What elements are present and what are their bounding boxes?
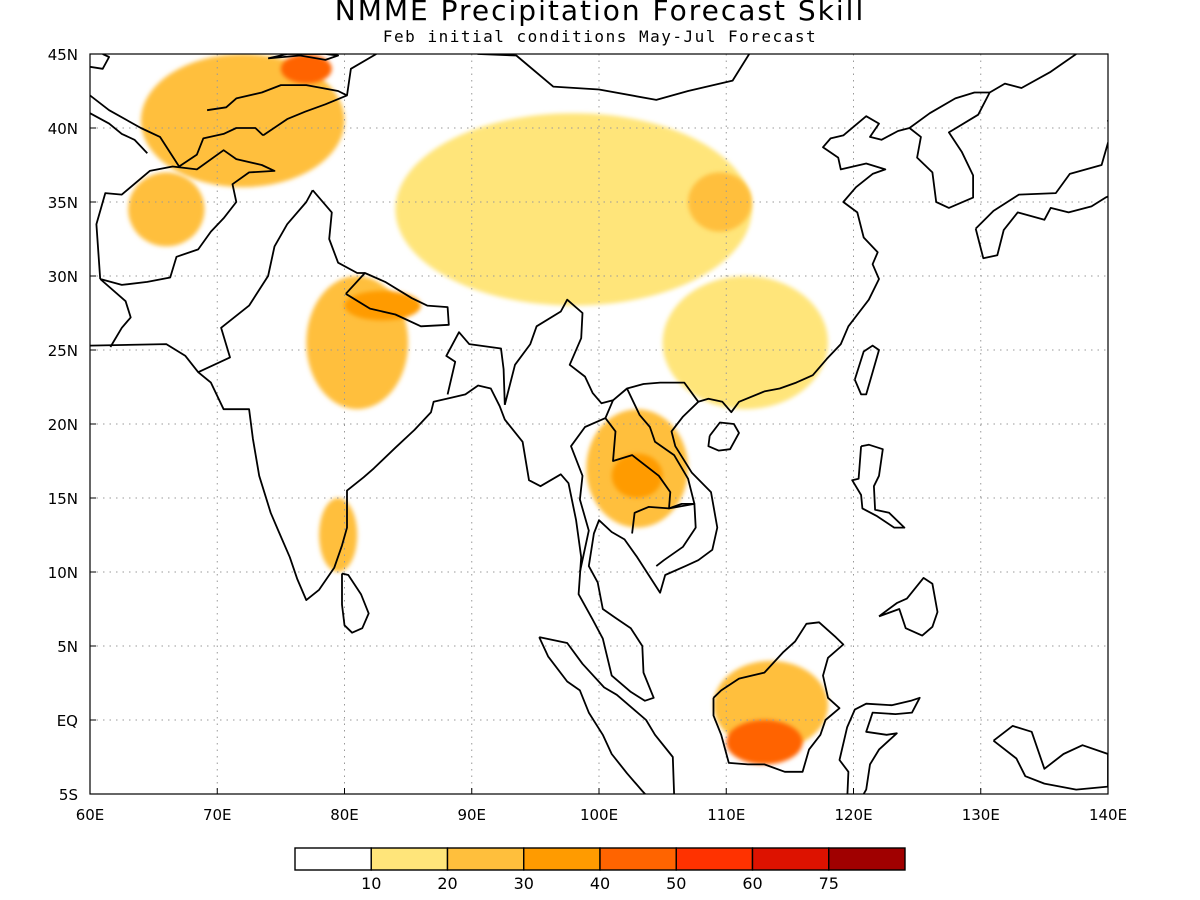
china-korea-border [908,91,990,129]
new-guinea-coastline [992,725,1108,791]
chart-title: NMME Precipitation Forecast Skill [334,0,866,27]
colorbar-label: 20 [437,874,457,893]
colorbar-swatch [751,847,830,871]
cambodia-border [631,503,697,567]
colorbar: 10 20 30 40 50 60 75 [294,847,906,893]
laos-vietnam-border [612,381,700,403]
borneo-coastline [712,621,845,773]
longitude-tick-label: 140E [1089,806,1127,824]
latitude-tick-label: EQ [57,712,78,730]
skill-region [128,172,205,247]
skill-region [140,54,345,188]
luzon-coastline [851,443,906,529]
colorbar-swatch [294,847,372,871]
skill-region [344,290,421,321]
longitude-tick-label: 90E [457,806,486,824]
colorbar-swatch [370,847,449,871]
longitude-tick-label: 120E [834,806,872,824]
latitude-tick-label: 10N [48,564,78,582]
skill-region [319,498,358,572]
chart-subtitle: Feb initial conditions May-Jul Forecast [382,27,818,46]
uzbek-border [90,94,180,167]
skill-shading-layer [128,54,829,765]
coastlines [90,54,1108,794]
india-coastline [90,54,1077,702]
longitude-tick-label: 110E [707,806,745,824]
china-north-border [262,54,377,137]
skill-region [280,54,332,84]
colorbar-label: 75 [819,874,839,893]
aral-sea-coastline [90,54,110,70]
latitude-tick-label: 5S [59,786,78,804]
hainan-coastline [707,421,740,452]
bangladesh-border [445,331,506,405]
colorbar-label: 40 [590,874,610,893]
colorbar-swatch [446,847,525,871]
colorbar-label: 50 [666,874,686,893]
colorbar-swatch [599,847,677,871]
myanmar-border [503,298,614,573]
skill-region [688,172,752,232]
longitude-tick-label: 60E [76,806,105,824]
latitude-tick-label: 40N [48,120,78,138]
caspian-coastline [90,112,148,154]
nepal-border [345,272,450,328]
latitude-tick-label: 5N [57,638,78,656]
sumatra-coastline [538,636,675,794]
latitude-ticks: 5S EQ 5N 10N 15N 20N 25N 30N 35N 40N 45N [48,46,96,804]
longitude-tick-label: 130E [962,806,1000,824]
latitude-tick-label: 15N [48,490,78,508]
skill-region [662,276,829,410]
skill-region [611,453,663,498]
colorbar-label: 10 [361,874,381,893]
laos-inner-border [604,388,696,510]
china-india-border [312,189,365,274]
colorbar-swatch [675,847,754,871]
latitude-tick-label: 25N [48,342,78,360]
mindanao-coastline [878,577,939,637]
gridlines [90,54,1108,794]
pakistan-india-border [197,189,314,374]
plot-area [90,54,1108,794]
skill-region [395,113,752,306]
iran-pakistan-border [99,278,132,348]
longitude-ticks: 60E 70E 80E 90E 100E 110E 120E 130E 140E [76,788,1127,824]
colorbar-label: 30 [514,874,534,893]
colorbar-swatch [828,847,906,871]
taiwan-coastline [853,344,880,396]
kyrgyz-kazakh-border [206,84,348,112]
afghanistan-border [95,149,276,286]
skill-region [726,720,803,765]
longitude-tick-label: 70E [203,806,232,824]
longitude-tick-label: 80E [330,806,359,824]
latitude-tick-label: 20N [48,416,78,434]
colorbar-label: 60 [742,874,762,893]
sulawesi-coastline [838,696,921,794]
mongolia-border [477,54,750,101]
latitude-tick-label: 45N [48,46,78,64]
sri-lanka-coastline [341,572,370,634]
latitude-tick-label: 35N [48,194,78,212]
latitude-tick-label: 30N [48,268,78,286]
lake-balkhash-coastline [267,54,339,61]
central-asia-borders [178,127,264,168]
longitude-tick-label: 100E [580,806,618,824]
colorbar-swatch [523,847,601,871]
japan-coastline [974,119,1108,260]
